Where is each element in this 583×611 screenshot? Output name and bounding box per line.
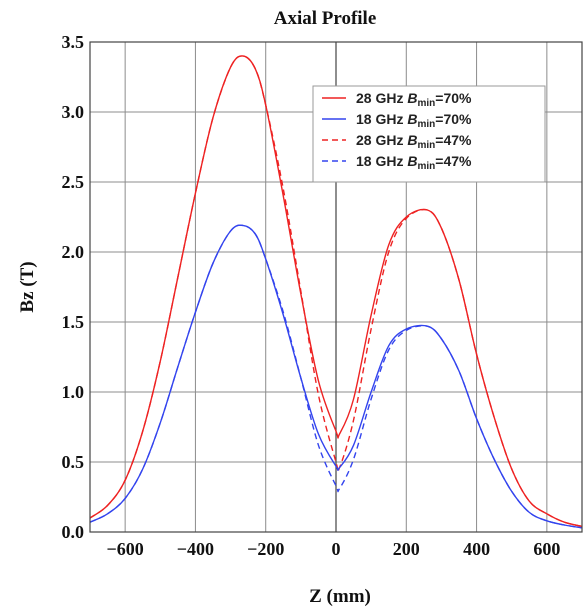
- legend-var: B: [407, 111, 417, 127]
- x-tick-label: −400: [177, 539, 214, 559]
- series-18ghz-70-line: [89, 224, 583, 529]
- y-tick-labels: 0.0 0.5 1.0 1.5 2.0 2.5 3.0 3.5: [62, 32, 85, 542]
- legend-var: B: [407, 132, 417, 148]
- series-group: [89, 55, 583, 529]
- legend-subscript: min: [417, 161, 435, 172]
- x-tick-label: 200: [393, 539, 420, 559]
- legend-suffix: =70%: [435, 90, 472, 106]
- legend-subscript: min: [417, 98, 435, 109]
- y-tick-label: 3.5: [62, 32, 85, 52]
- legend: 28 GHz Bmin=70%18 GHz Bmin=70%28 GHz Bmi…: [312, 85, 546, 183]
- legend-suffix: =47%: [435, 132, 472, 148]
- y-tick-label: 2.0: [62, 242, 85, 262]
- y-axis-label: Bz (T): [17, 261, 38, 312]
- x-axis-label: Z (mm): [309, 586, 371, 607]
- legend-suffix: =70%: [435, 111, 472, 127]
- plot-frame: [89, 41, 583, 533]
- series-28ghz-70-line: [89, 55, 583, 528]
- y-tick-label: 2.5: [62, 172, 85, 192]
- legend-var: B: [407, 153, 417, 169]
- y-tick-label: 0.5: [62, 452, 85, 472]
- x-tick-label: 400: [463, 539, 490, 559]
- legend-prefix: 18 GHz: [356, 153, 407, 169]
- legend-prefix: 18 GHz: [356, 111, 407, 127]
- y-tick-label: 1.5: [62, 312, 85, 332]
- x-tick-labels: −600 −400 −200 0 200 400 600: [107, 539, 561, 559]
- x-tick-label: 600: [533, 539, 560, 559]
- legend-entry: 18 GHz Bmin=70%: [356, 111, 472, 130]
- legend-subscript: min: [417, 119, 435, 130]
- legend-prefix: 28 GHz: [356, 90, 407, 106]
- legend-suffix: =47%: [435, 153, 472, 169]
- x-tick-label: −200: [247, 539, 284, 559]
- x-tick-label: 0: [332, 539, 341, 559]
- x-tick-label: −600: [107, 539, 144, 559]
- y-tick-label: 3.0: [62, 102, 85, 122]
- legend-box: [312, 85, 546, 183]
- legend-entry: 28 GHz Bmin=47%: [356, 132, 472, 151]
- chart-title: Axial Profile: [274, 8, 377, 29]
- y-tick-label: 1.0: [62, 382, 85, 402]
- legend-entry: 18 GHz Bmin=47%: [356, 153, 472, 172]
- y-tick-label: 0.0: [62, 522, 85, 542]
- legend-var: B: [407, 90, 417, 106]
- legend-prefix: 28 GHz: [356, 132, 407, 148]
- legend-entry: 28 GHz Bmin=70%: [356, 90, 472, 109]
- legend-subscript: min: [417, 140, 435, 151]
